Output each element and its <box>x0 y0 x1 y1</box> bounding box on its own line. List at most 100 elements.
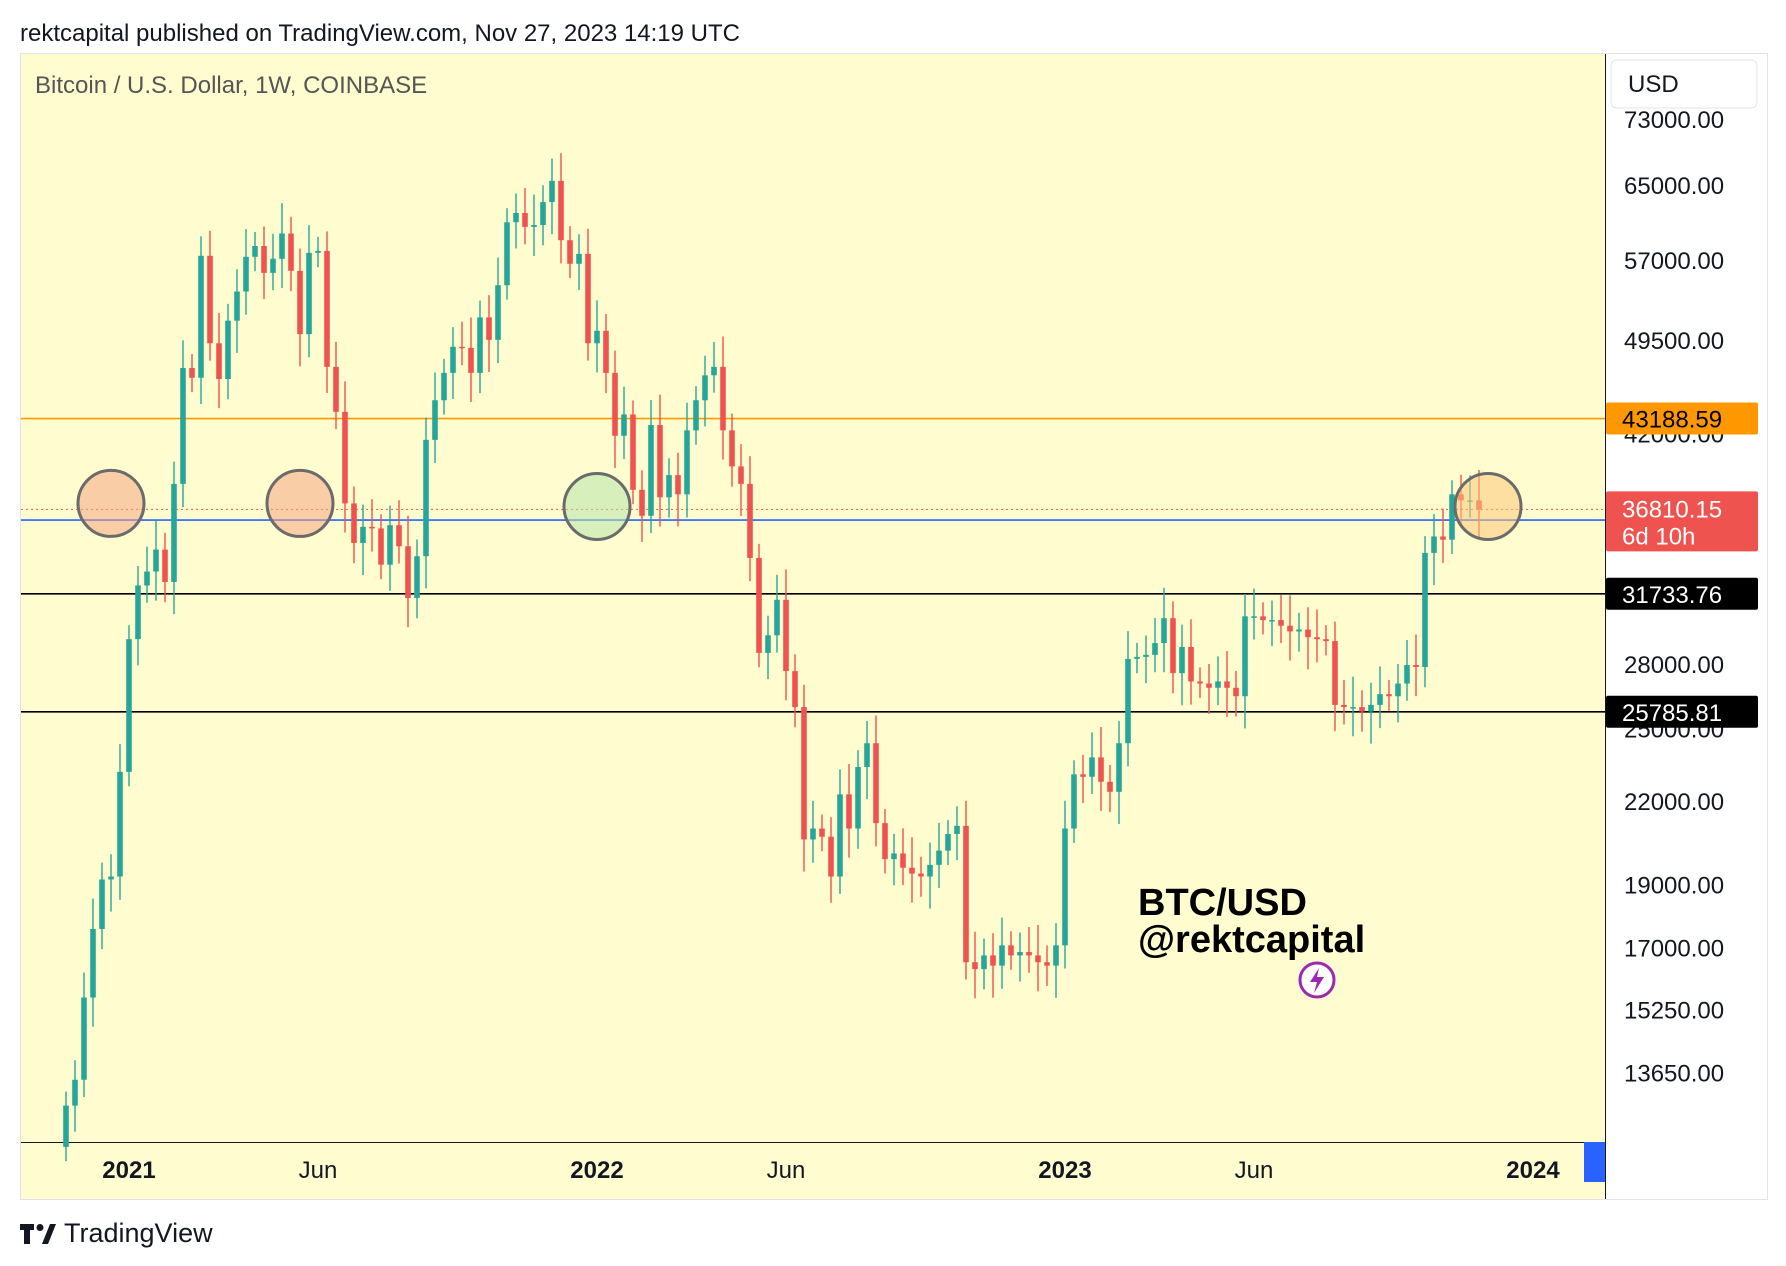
candle <box>1377 666 1383 729</box>
scroll-to-realtime-button[interactable] <box>1584 1142 1605 1182</box>
candle <box>693 386 699 445</box>
price-tick-label: 73000.00 <box>1624 107 1724 134</box>
candle <box>648 399 654 534</box>
candle <box>945 819 951 866</box>
price-tick-label: 65000.00 <box>1624 173 1724 200</box>
tradingview-logo[interactable]: TradingView <box>20 1218 213 1249</box>
candle <box>1332 621 1338 732</box>
candle <box>972 931 978 999</box>
highlight-circle-1 <box>265 468 335 538</box>
candle <box>828 817 834 903</box>
candle <box>495 257 501 364</box>
candle <box>450 327 456 400</box>
price-tick-label: 28000.00 <box>1624 652 1724 679</box>
candle <box>225 303 231 400</box>
candle <box>270 233 276 291</box>
candle <box>504 208 510 300</box>
candle <box>1323 625 1329 656</box>
candle <box>342 381 348 533</box>
candle <box>189 354 195 393</box>
candle <box>1251 588 1257 640</box>
candle <box>783 569 789 701</box>
time-tick-label: 2023 <box>1038 1157 1091 1184</box>
candle <box>999 917 1005 989</box>
highlight-circle-2 <box>562 471 632 541</box>
candle <box>1242 594 1248 729</box>
candle <box>585 228 591 361</box>
candle <box>72 1060 78 1132</box>
level-label-bg-0 <box>1606 402 1758 435</box>
candle <box>846 763 852 858</box>
candle <box>396 500 402 564</box>
candle <box>576 234 582 290</box>
candle <box>477 300 483 394</box>
candle <box>90 898 96 1027</box>
candle <box>801 684 807 872</box>
candle <box>792 654 798 728</box>
candle <box>747 456 753 582</box>
level-label-0: 43188.59 <box>1622 407 1722 434</box>
candle <box>1287 595 1293 661</box>
time-axis-background <box>21 1142 1605 1199</box>
candlestick-chart[interactable]: Bitcoin / U.S. Dollar, 1W, COINBASE USD … <box>21 54 1767 1199</box>
currency-button[interactable]: USD <box>1610 59 1758 109</box>
candle <box>414 539 420 619</box>
candle <box>720 336 726 460</box>
candle <box>927 842 933 909</box>
time-tick-label: Jun <box>299 1157 338 1184</box>
candle <box>1053 923 1059 998</box>
candle <box>180 340 186 508</box>
price-axis-background <box>1606 54 1767 1199</box>
candle <box>108 854 114 912</box>
last-price-value: 36810.15 <box>1622 496 1722 523</box>
candle <box>63 1091 69 1162</box>
tradingview-brand-text: TradingView <box>64 1218 213 1248</box>
candle <box>306 225 312 358</box>
candle <box>1044 945 1050 986</box>
candle <box>765 615 771 680</box>
time-tick-label: 2021 <box>102 1157 155 1184</box>
candle <box>468 317 474 403</box>
price-tick-label: 57000.00 <box>1624 248 1724 275</box>
candle <box>1170 601 1176 694</box>
candle <box>657 394 663 527</box>
candle <box>630 400 636 505</box>
lightning-icon[interactable] <box>1298 961 1336 999</box>
candle <box>1224 650 1230 717</box>
candle <box>522 187 528 245</box>
candle <box>1314 609 1320 663</box>
publisher-header: rektcapital published on TradingView.com… <box>20 20 740 47</box>
candle <box>297 248 303 367</box>
candle <box>315 236 321 268</box>
candle <box>639 470 645 542</box>
candle <box>1305 607 1311 670</box>
candle <box>216 312 222 409</box>
candle <box>243 229 249 315</box>
candle-countdown: 6d 10h <box>1622 523 1695 550</box>
candle <box>126 625 132 787</box>
candle <box>837 769 843 894</box>
price-axis-ticks: 73000.0065000.0057000.0049500.0042000.00… <box>1624 107 1724 1087</box>
watermark-pair: BTC/USD <box>1138 882 1307 924</box>
candle <box>1269 600 1275 647</box>
candle <box>1035 924 1041 992</box>
candle <box>675 452 681 527</box>
candle <box>1413 634 1419 697</box>
candle <box>117 744 123 900</box>
candle <box>1143 635 1149 684</box>
candle <box>1296 612 1302 652</box>
price-tick-label: 22000.00 <box>1624 789 1724 816</box>
candle <box>1188 619 1194 705</box>
candle <box>981 938 987 990</box>
candle <box>891 833 897 886</box>
candle <box>441 358 447 415</box>
candle <box>864 720 870 800</box>
candle <box>351 486 357 564</box>
chart-panel[interactable]: Bitcoin / U.S. Dollar, 1W, COINBASE USD … <box>20 53 1768 1200</box>
candle <box>1134 642 1140 674</box>
candle <box>369 499 375 552</box>
candle <box>1341 679 1347 725</box>
candle <box>1116 720 1122 824</box>
candle <box>1179 624 1185 706</box>
candle <box>1395 663 1401 723</box>
